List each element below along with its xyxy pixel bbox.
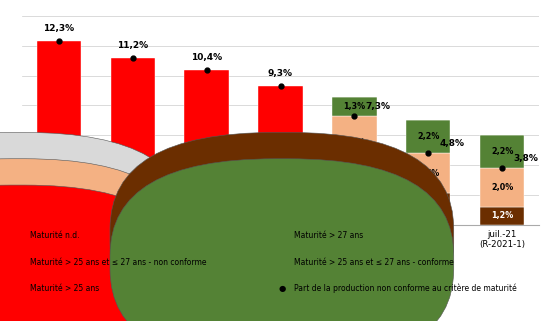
Text: 3,7%: 3,7% bbox=[343, 193, 365, 202]
Bar bbox=[406, 153, 450, 193]
Text: ●: ● bbox=[278, 284, 285, 293]
Bar bbox=[406, 193, 450, 225]
Text: 2,7%: 2,7% bbox=[417, 169, 439, 178]
Bar bbox=[111, 58, 155, 225]
Text: Maturité > 25 ans et ≤ 27 ans - conforme: Maturité > 25 ans et ≤ 27 ans - conforme bbox=[294, 258, 454, 267]
Text: Part de la production non conforme au critère de maturité: Part de la production non conforme au cr… bbox=[294, 284, 517, 293]
Text: Maturité > 27 ans: Maturité > 27 ans bbox=[294, 231, 364, 240]
Text: 3,8%: 3,8% bbox=[513, 154, 538, 163]
Text: 7,3%: 7,3% bbox=[365, 102, 390, 111]
Bar bbox=[332, 116, 377, 169]
Text: 2,1%: 2,1% bbox=[417, 204, 439, 213]
Bar bbox=[480, 135, 524, 168]
Text: 3,6%: 3,6% bbox=[343, 138, 365, 147]
Text: 4,8%: 4,8% bbox=[439, 139, 464, 148]
Bar bbox=[332, 97, 377, 116]
Text: 12,3%: 12,3% bbox=[43, 24, 74, 33]
Bar bbox=[184, 70, 229, 225]
Bar bbox=[37, 41, 81, 225]
Text: 2,0%: 2,0% bbox=[491, 183, 513, 192]
Text: 2,2%: 2,2% bbox=[417, 132, 439, 141]
Bar bbox=[258, 86, 303, 225]
Text: 2,2%: 2,2% bbox=[491, 147, 513, 156]
Text: 11,2%: 11,2% bbox=[117, 40, 148, 49]
Text: 10,4%: 10,4% bbox=[191, 53, 222, 62]
Text: Maturité > 25 ans: Maturité > 25 ans bbox=[30, 284, 100, 293]
Bar bbox=[332, 169, 377, 225]
Bar bbox=[480, 207, 524, 225]
Text: Maturité > 25 ans et ≤ 27 ans - non conforme: Maturité > 25 ans et ≤ 27 ans - non conf… bbox=[30, 258, 207, 267]
Bar bbox=[480, 168, 524, 207]
Text: 9,3%: 9,3% bbox=[268, 69, 293, 78]
Text: 1,2%: 1,2% bbox=[491, 211, 513, 220]
Text: Maturité n.d.: Maturité n.d. bbox=[30, 231, 80, 240]
Text: 1,3%: 1,3% bbox=[343, 102, 365, 111]
Bar bbox=[406, 120, 450, 153]
